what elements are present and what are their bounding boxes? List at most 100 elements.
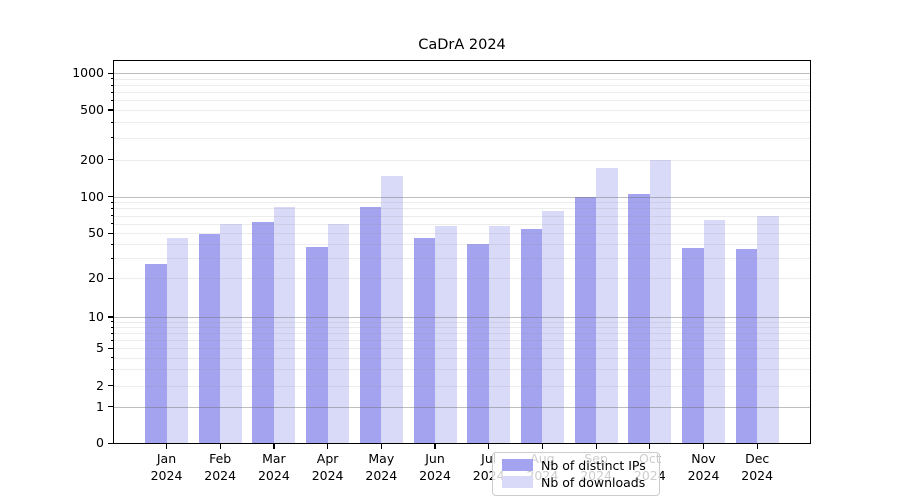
- gridline-major: [113, 406, 811, 408]
- x-tick-mark: [756, 444, 758, 449]
- y-minor-tick-mark: [110, 78, 113, 80]
- x-tick-mark: [595, 444, 597, 449]
- legend-item-downloads: Nb of downloads: [502, 475, 650, 490]
- y-tick-label: 2: [96, 377, 104, 393]
- x-tick-year: 2024: [419, 468, 451, 483]
- gridline-minor: [113, 100, 811, 102]
- x-tick-label-apr: Apr 2024: [298, 450, 358, 484]
- y-minor-tick-mark: [110, 223, 113, 225]
- y-tick-mark: [108, 232, 113, 234]
- x-tick-label-may: May 2024: [351, 450, 411, 484]
- y-minor-tick-mark: [110, 243, 113, 245]
- y-minor-tick-mark: [110, 215, 113, 217]
- x-tick-mark: [488, 444, 490, 449]
- bar-apr-downloads: [327, 223, 350, 444]
- x-tick-mark: [649, 444, 651, 449]
- y-tick-label: 500: [80, 101, 104, 117]
- gridline-minor: [113, 258, 811, 260]
- legend-item-distinct-ips: Nb of distinct IPs: [502, 458, 650, 473]
- bar-aug-ips: [520, 229, 543, 444]
- gridline-minor: [113, 244, 811, 246]
- bar-jan-downloads: [166, 238, 188, 444]
- x-tick-label-jan: Jan 2024: [137, 450, 197, 484]
- y-minor-tick-mark: [110, 207, 113, 209]
- x-tick-mark: [327, 444, 329, 449]
- y-minor-tick-mark: [110, 368, 113, 370]
- y-tick-label: 1: [96, 398, 104, 414]
- y-tick-mark: [108, 159, 113, 161]
- y-tick-mark: [108, 442, 113, 444]
- y-minor-tick-mark: [110, 321, 113, 323]
- gridline-minor: [113, 369, 811, 371]
- y-tick-mark: [108, 316, 113, 318]
- bar-jun-ips: [413, 238, 435, 444]
- gridline-major: [113, 73, 811, 75]
- gridline-minor: [113, 321, 811, 323]
- bar-jul-downloads: [488, 226, 511, 444]
- x-tick-year: 2024: [365, 468, 398, 483]
- y-minor-tick-mark: [110, 84, 113, 86]
- y-tick-mark: [108, 109, 113, 111]
- x-tick-mark: [273, 444, 275, 449]
- y-tick-mark: [108, 196, 113, 198]
- y-minor-tick-mark: [110, 357, 113, 359]
- bar-aug-downloads: [542, 211, 564, 444]
- x-tick-month: Apr: [316, 451, 339, 466]
- y-tick-mark: [108, 406, 113, 408]
- y-tick-label: 50: [88, 225, 104, 241]
- x-tick-month: May: [368, 451, 395, 466]
- x-tick-mark: [702, 444, 705, 449]
- y-minor-tick-mark: [110, 201, 113, 203]
- y-tick-label: 5: [96, 340, 104, 356]
- y-minor-tick-mark: [110, 332, 113, 334]
- bar-may-ips: [359, 207, 382, 444]
- y-minor-tick-mark: [110, 121, 113, 123]
- x-tick-mark: [165, 444, 168, 449]
- bar-sep-downloads: [596, 168, 618, 444]
- gridline-minor: [113, 215, 811, 217]
- x-tick-mark: [434, 444, 436, 449]
- gridline-minor: [113, 92, 811, 94]
- y-minor-tick-mark: [110, 99, 113, 101]
- gridline-minor: [113, 327, 811, 329]
- gridline-minor: [113, 208, 811, 210]
- x-tick-mark: [219, 444, 221, 449]
- bar-feb-ips: [198, 234, 221, 444]
- gridline-minor: [113, 333, 811, 335]
- y-minor-tick-mark: [110, 91, 113, 93]
- x-tick-month: Jan: [156, 451, 177, 466]
- x-tick-mark: [541, 444, 544, 449]
- bar-jan-ips: [145, 263, 167, 444]
- bar-jul-ips: [467, 244, 489, 444]
- x-tick-label-dec: Dec 2024: [727, 450, 787, 484]
- gridline-major: [113, 196, 811, 198]
- x-tick-year: 2024: [257, 468, 290, 483]
- y-tick-mark: [108, 347, 113, 350]
- x-tick-mark: [380, 444, 382, 449]
- gridline-minor: [113, 385, 811, 387]
- y-tick-label: 0: [96, 435, 104, 451]
- y-tick-mark: [108, 277, 113, 279]
- x-tick-year: 2024: [204, 468, 237, 483]
- y-tick-mark: [108, 385, 113, 387]
- y-tick-mark: [108, 72, 113, 74]
- x-tick-label-nov: Nov 2024: [674, 450, 734, 484]
- legend-swatch-distinct-ips: [502, 459, 533, 472]
- x-tick-year: 2024: [150, 468, 183, 483]
- bar-jun-downloads: [435, 226, 457, 444]
- bar-mar-downloads: [273, 207, 296, 444]
- x-tick-label-mar: Mar 2024: [244, 450, 304, 484]
- y-tick-label: 100: [80, 188, 104, 204]
- gridline-major: [113, 317, 811, 318]
- x-tick-year: 2024: [311, 468, 344, 483]
- y-tick-label: 10: [88, 309, 104, 324]
- gridline-minor: [113, 278, 811, 280]
- chart-title: CaDrA 2024: [418, 37, 506, 53]
- x-tick-month: Dec: [745, 451, 770, 466]
- gridline-minor: [113, 233, 811, 235]
- bar-oct-downloads: [649, 160, 672, 444]
- gridline-minor: [113, 223, 811, 225]
- legend-swatch-downloads: [502, 476, 533, 489]
- bar-oct-ips: [628, 193, 650, 444]
